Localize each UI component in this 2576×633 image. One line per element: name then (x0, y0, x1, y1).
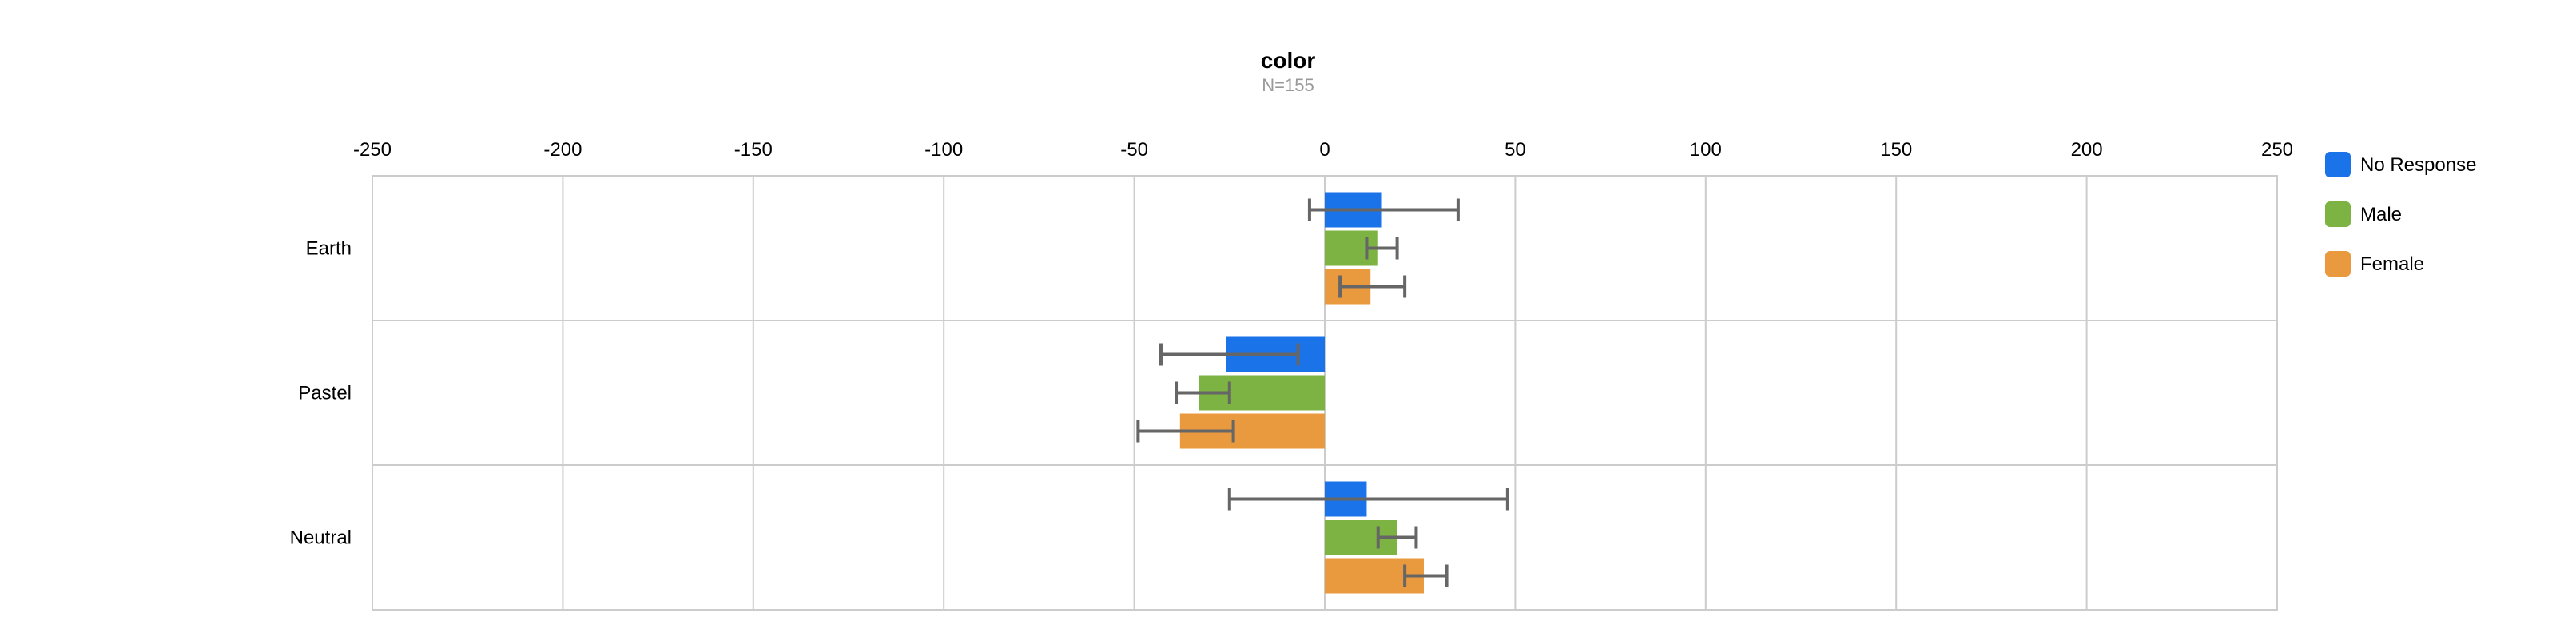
x-tick-label: 200 (2071, 139, 2103, 161)
x-tick-label: 0 (1319, 139, 1330, 161)
error-bars (1136, 198, 1509, 587)
category-label-neutral: Neutral (290, 528, 352, 549)
x-tick-label: 250 (2261, 139, 2293, 161)
x-axis-ticks: -250 -200 -150 -100 -50 0 50 100 150 200 250 (353, 139, 2293, 161)
legend-swatch-female (2325, 251, 2351, 277)
x-tick-label: -50 (1120, 139, 1148, 161)
x-tick-label: 50 (1505, 139, 1526, 161)
plot-frame (372, 175, 2278, 611)
legend-label-female: Female (2360, 253, 2424, 275)
x-tick-label: -150 (734, 139, 773, 161)
legend: No Response Male Female (2325, 152, 2476, 277)
legend-swatch-no-response (2325, 152, 2351, 177)
x-tick-label: 150 (1880, 139, 1912, 161)
x-tick-label: 100 (1690, 139, 1722, 161)
x-tick-label: -250 (353, 139, 392, 161)
legend-swatch-male (2325, 201, 2351, 227)
legend-label-no-response: No Response (2360, 154, 2476, 176)
x-tick-label: -200 (543, 139, 582, 161)
category-label-pastel: Pastel (298, 383, 352, 404)
category-labels: Earth Pastel Neutral (290, 238, 352, 549)
category-label-earth: Earth (306, 238, 352, 260)
chart-subtitle: N=155 (1262, 75, 1314, 95)
x-tick-label: -100 (924, 139, 963, 161)
chart-title: color (1261, 48, 1316, 73)
legend-label-male: Male (2360, 204, 2402, 225)
